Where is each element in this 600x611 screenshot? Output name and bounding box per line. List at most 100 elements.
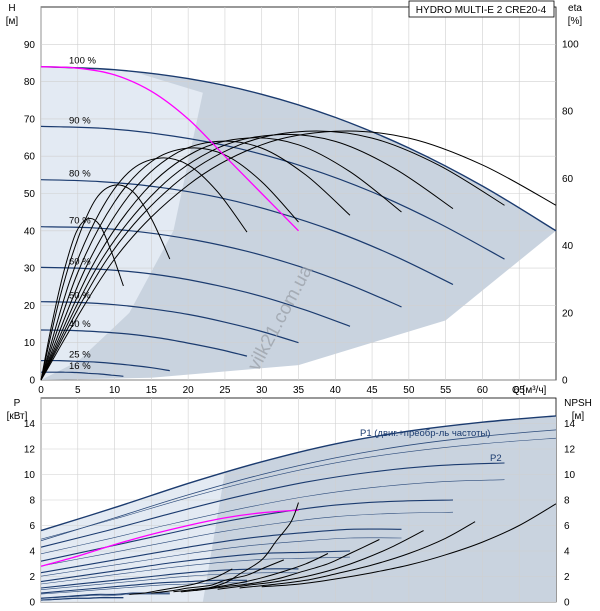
x-axis-label: Q [м³/ч] <box>512 385 547 396</box>
title-box <box>408 0 555 18</box>
upper-y-tick: 20 <box>24 301 36 312</box>
speed-curve-label: 16 % <box>69 361 91 372</box>
speed-curve-label: 100 % <box>69 56 96 67</box>
npsh-curve <box>129 568 233 595</box>
power-p2-curve <box>40 511 454 567</box>
lower-y2-tick: 10 <box>564 470 576 481</box>
lower-y-tick: 12 <box>24 445 36 456</box>
npsh-curve <box>217 530 424 590</box>
npsh-curve <box>180 502 299 593</box>
power-p1-curve <box>40 462 505 548</box>
upper-x-tick: 25 <box>219 385 231 396</box>
chart-title: HYDRO MULTI-E 2 CRE20-4 <box>416 5 547 16</box>
upper-x-tick: 0 <box>38 385 44 396</box>
head-plot: 0 10 20 30 40 50 60 70 80 90 0 20 40 60 80 100 0 5 10 15 20 2… <box>24 6 579 396</box>
lower-y2-tick: 0 <box>564 598 570 609</box>
max-curve <box>40 66 299 232</box>
upper-y2-tick: 40 <box>562 241 574 252</box>
upper-y-tick: 70 <box>24 114 36 125</box>
lower-y-tick: 4 <box>29 547 35 558</box>
power-p2-curve <box>40 556 351 585</box>
upper-y2-tick: 20 <box>562 308 574 319</box>
lower-y2-tick: 6 <box>564 521 570 532</box>
speed-curve <box>40 359 170 372</box>
lower-y-tick: 6 <box>29 521 35 532</box>
power-p2-curve <box>40 582 248 595</box>
lower-y-label-unit: [кВт] <box>7 411 28 422</box>
power-p1-curve <box>40 579 248 594</box>
speed-curve-label: 90 % <box>69 115 91 126</box>
legend-p2: P2 <box>490 453 502 464</box>
power-p2-curve <box>40 593 170 599</box>
lower-y2-tick: 2 <box>564 572 570 583</box>
power-p2-curve <box>40 437 557 540</box>
power-p1-curve <box>40 415 557 532</box>
upper-y-tick: 80 <box>24 77 36 88</box>
lower-y-tick: 14 <box>24 419 36 430</box>
npsh-curve <box>173 553 329 593</box>
efficiency-curve <box>40 130 505 381</box>
speed-curve <box>41 371 124 377</box>
power-p1-curve <box>40 592 170 599</box>
speed-curve-label: 70 % <box>69 216 91 227</box>
upper-y2-tick: 80 <box>562 107 574 118</box>
lower-y2-tick: 8 <box>564 496 570 507</box>
power-p1-curve <box>40 596 124 601</box>
upper-x-tick: 65 <box>514 385 526 396</box>
lower-y2-tick: 14 <box>564 419 576 430</box>
upper-x-tick: 5 <box>75 385 81 396</box>
speed-curve-label: 40 % <box>69 319 91 330</box>
efficiency-curve <box>40 184 171 381</box>
npsh-curve <box>195 539 380 591</box>
npsh-curve <box>239 521 476 589</box>
upper-x-tick: 10 <box>109 385 121 396</box>
power-p1-curve <box>40 550 351 583</box>
upper-y-tick: 40 <box>24 226 36 237</box>
upper-x-tick: 55 <box>440 385 452 396</box>
speed-curve-label: 80 % <box>69 169 91 180</box>
lower-y-label-symbol: P <box>14 398 21 409</box>
upper-y2-label-unit: [%] <box>568 16 583 27</box>
power-p2-max-curve <box>40 429 557 542</box>
upper-y-tick: 50 <box>24 189 36 200</box>
upper-y-label-unit: [м] <box>6 16 19 27</box>
upper-y2-tick: 100 <box>562 39 579 50</box>
upper-x-tick: 50 <box>403 385 415 396</box>
speed-curve <box>40 266 351 327</box>
lower-y2-tick: 12 <box>564 445 576 456</box>
efficiency-curve <box>40 157 248 381</box>
lower-y-tick: 10 <box>24 470 36 481</box>
power-p2-curve <box>40 597 124 601</box>
speed-curve-label: 50 % <box>69 291 91 302</box>
speed-curve-label: 25 % <box>69 350 91 361</box>
power-p2-curve <box>40 572 299 590</box>
lower-y-tick: 8 <box>29 496 35 507</box>
upper-x-tick: 60 <box>477 385 489 396</box>
efficiency-curve <box>40 140 351 381</box>
upper-y2-label-symbol: eta <box>568 3 582 14</box>
upper-x-tick: 20 <box>183 385 195 396</box>
lower-y2-label-symbol: NPSH <box>564 398 592 409</box>
legend-p1: P1 (двиг.+преобр-ль частоты) <box>360 428 490 439</box>
lower-y2-label-unit: [м] <box>572 411 585 422</box>
power-plot: 0 2 4 6 8 10 12 14 0 2 4 6 8 10 12 14 <box>24 397 576 609</box>
lower-y-tick: 0 <box>29 598 35 609</box>
npsh-curve <box>151 559 284 594</box>
efficiency-curve <box>40 147 299 381</box>
efficiency-curve <box>40 217 124 381</box>
upper-x-tick: 35 <box>293 385 305 396</box>
upper-x-tick: 30 <box>256 385 268 396</box>
upper-y-tick: 10 <box>24 338 36 349</box>
speed-curve-label: 60 % <box>69 256 91 267</box>
speed-curve <box>40 329 248 357</box>
power-area-light <box>41 471 225 602</box>
speed-curve <box>40 66 557 232</box>
upper-x-tick: 15 <box>146 385 158 396</box>
speed-curve <box>40 301 299 344</box>
power-max-curve <box>40 509 299 567</box>
upper-x-tick: 45 <box>367 385 379 396</box>
npsh-curve <box>261 503 557 588</box>
upper-x-tick: 40 <box>330 385 342 396</box>
power-p2-curve <box>40 479 505 555</box>
